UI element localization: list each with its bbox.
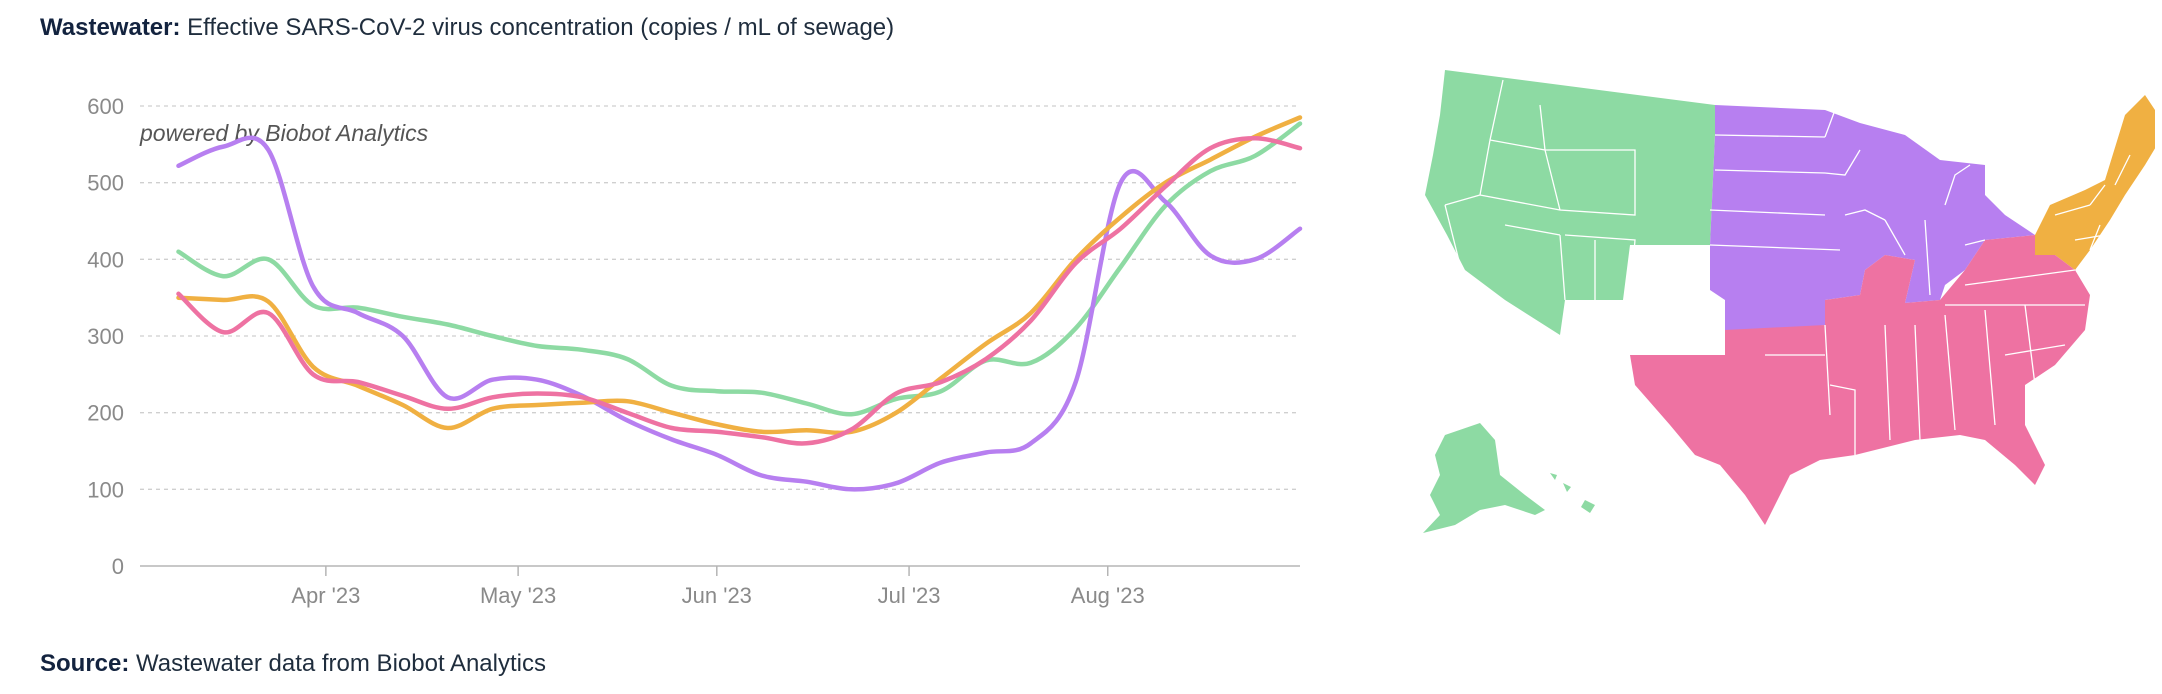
x-tick-label: Jun '23 [682, 583, 752, 608]
us-regions-map [1423, 70, 2155, 533]
source-note: Source: Wastewater data from Biobot Anal… [40, 650, 546, 678]
series-line-west [176, 121, 1303, 417]
y-tick-label: 200 [87, 401, 124, 426]
title-text: Effective SARS-CoV-2 virus concentration… [187, 14, 895, 41]
series-line-south [176, 135, 1303, 446]
map-state-borders [1444, 79, 2131, 455]
x-tick-label: Aug '23 [1071, 583, 1145, 608]
y-tick-label: 400 [87, 247, 124, 272]
y-tick-label: 300 [87, 324, 124, 349]
series-line-midwest [176, 135, 1303, 492]
y-tick-label: 100 [87, 477, 124, 502]
chart-title: Wastewater: Effective SARS-CoV-2 virus c… [40, 14, 894, 42]
map-region-northeast [2035, 95, 2155, 270]
x-tick-label: Apr '23 [291, 583, 360, 608]
map-northeast-shape [2035, 95, 2155, 270]
x-tick-label: May '23 [480, 583, 556, 608]
map-south-shape [1630, 235, 2090, 525]
map-west-hawaii [1550, 473, 1595, 513]
y-tick-label: 0 [112, 554, 124, 579]
map-region-south [1630, 235, 2090, 525]
map-west-alaska [1423, 423, 1545, 533]
title-bold: Wastewater: [40, 14, 181, 41]
series-line-northeast [176, 115, 1303, 436]
source-bold: Source: [40, 650, 130, 677]
map-region-midwest [1710, 105, 2035, 330]
map-midwest-shape [1710, 105, 2035, 330]
map-west-mainland [1425, 70, 1715, 335]
y-tick-label: 500 [87, 171, 124, 196]
source-text: Wastewater data from Biobot Analytics [136, 650, 546, 677]
line-chart: 0 100 200 300 400 500 600 Apr '23 May '23 Jun '23… [87, 94, 1303, 608]
y-tick-label: 600 [87, 94, 124, 119]
chart-credit: powered by Biobot Analytics [139, 120, 429, 146]
x-tick-label: Jul '23 [878, 583, 941, 608]
map-region-west [1423, 70, 1715, 533]
